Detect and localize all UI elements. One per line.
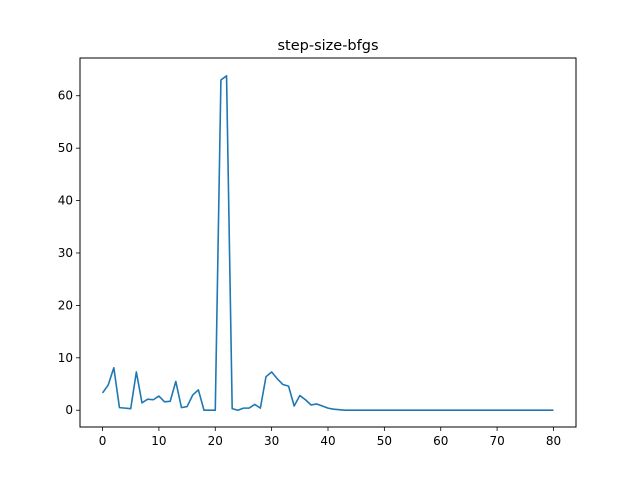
y-tick-label: 50 [58,141,73,155]
series-line-0 [101,75,554,412]
x-tick-label: 0 [99,434,107,448]
x-tick-label: 60 [433,434,448,448]
x-tick-label: 40 [320,434,335,448]
y-tick-label: 20 [58,298,73,312]
series-layer [101,75,554,412]
x-tick-label: 10 [151,434,166,448]
x-tick-label: 20 [208,434,223,448]
x-tick-label: 70 [489,434,504,448]
chart-title: step-size-bfgs [277,38,378,54]
y-tick-label: 10 [58,351,73,365]
y-axis: 0 10 20 30 40 50 60 [58,89,80,417]
x-tick-label: 50 [377,434,392,448]
x-tick-label: 30 [264,434,279,448]
y-tick-label: 30 [58,246,73,260]
y-tick-label: 40 [58,194,73,208]
x-tick-label: 80 [546,434,561,448]
y-tick-label: 0 [65,403,73,417]
y-tick-label: 60 [58,89,73,103]
plot-background [80,58,576,427]
plot-frame [79,57,577,428]
x-axis: 0 10 20 30 40 50 60 70 80 [99,427,561,448]
